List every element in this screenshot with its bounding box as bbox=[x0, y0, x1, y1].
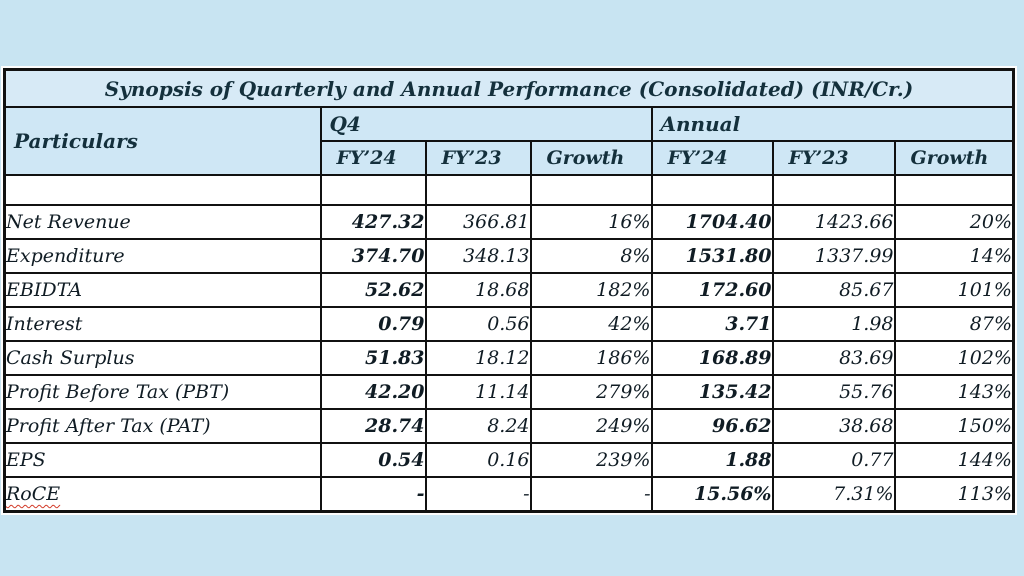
table-title-row: Synopsis of Quarterly and Annual Perform… bbox=[3, 68, 1015, 108]
cell-annual-growth: 20% bbox=[893, 204, 1015, 240]
row-label: EPS bbox=[3, 442, 322, 478]
cell-q4-fy24: 0.79 bbox=[319, 306, 427, 342]
column-header-annual-growth: Growth bbox=[893, 140, 1015, 176]
table-row-eps: EPS 0.54 0.16 239% 1.88 0.77 144% bbox=[3, 442, 1015, 478]
cell-q4-fy23: 11.14 bbox=[424, 374, 532, 410]
column-header-q4-fy23: FY’23 bbox=[424, 140, 532, 176]
cell-annual-fy24: 135.42 bbox=[650, 374, 774, 410]
cell-q4-fy24: 374.70 bbox=[319, 238, 427, 274]
row-label: Expenditure bbox=[3, 238, 322, 274]
cell-q4-fy24: 0.54 bbox=[319, 442, 427, 478]
cell-annual-fy23: 1423.66 bbox=[771, 204, 896, 240]
table-row-roce: RoCE - - - 15.56% 7.31% 113% bbox=[3, 476, 1015, 513]
row-label: RoCE bbox=[3, 476, 322, 513]
cell-q4-fy23: 18.12 bbox=[424, 340, 532, 376]
cell-q4-growth: 182% bbox=[529, 272, 653, 308]
cell-annual-fy24: 1.88 bbox=[650, 442, 774, 478]
table-row-ebidta: EBIDTA 52.62 18.68 182% 172.60 85.67 101… bbox=[3, 272, 1015, 308]
table-row-net-revenue: Net Revenue 427.32 366.81 16% 1704.40 14… bbox=[3, 204, 1015, 240]
cell-annual-fy24: 15.56% bbox=[650, 476, 774, 513]
cell-annual-fy23: 85.67 bbox=[771, 272, 896, 308]
cell-q4-growth: 42% bbox=[529, 306, 653, 342]
table-subheader-row: FY’24 FY’23 Growth FY’24 FY’23 Growth bbox=[5, 140, 1015, 176]
cell-annual-growth: 144% bbox=[893, 442, 1015, 478]
cell-q4-growth: 8% bbox=[529, 238, 653, 274]
column-header-annual-fy23: FY’23 bbox=[771, 140, 896, 176]
cell-annual-fy23: 83.69 bbox=[771, 340, 896, 376]
cell-q4-fy24: - bbox=[319, 476, 427, 513]
spacer-row bbox=[3, 174, 1015, 206]
row-label: Cash Surplus bbox=[3, 340, 322, 376]
cell-annual-fy23: 38.68 bbox=[771, 408, 896, 444]
cell-annual-fy24: 1531.80 bbox=[650, 238, 774, 274]
cell-q4-fy24: 28.74 bbox=[319, 408, 427, 444]
cell-q4-fy23: 8.24 bbox=[424, 408, 532, 444]
table-row-pbt: Profit Before Tax (PBT) 42.20 11.14 279%… bbox=[3, 374, 1015, 410]
cell-q4-fy23: 18.68 bbox=[424, 272, 532, 308]
cell-annual-fy23: 1337.99 bbox=[771, 238, 896, 274]
group-header-annual: Annual bbox=[650, 106, 1015, 142]
cell-annual-fy24: 172.60 bbox=[650, 272, 774, 308]
cell-annual-growth: 150% bbox=[893, 408, 1015, 444]
cell-q4-fy24: 51.83 bbox=[319, 340, 427, 376]
column-header-q4-fy24: FY’24 bbox=[319, 140, 427, 176]
cell-q4-fy24: 52.62 bbox=[319, 272, 427, 308]
cell-annual-fy23: 0.77 bbox=[771, 442, 896, 478]
column-header-q4-growth: Growth bbox=[529, 140, 653, 176]
column-header-particulars: Particulars bbox=[3, 106, 322, 176]
cell-annual-fy23: 7.31% bbox=[771, 476, 896, 513]
row-label: Net Revenue bbox=[3, 204, 322, 240]
table-row-cash-surplus: Cash Surplus 51.83 18.12 186% 168.89 83.… bbox=[3, 340, 1015, 376]
cell-annual-growth: 101% bbox=[893, 272, 1015, 308]
table-row-expenditure: Expenditure 374.70 348.13 8% 1531.80 133… bbox=[3, 238, 1015, 274]
cell-annual-fy24: 3.71 bbox=[650, 306, 774, 342]
table-title: Synopsis of Quarterly and Annual Perform… bbox=[3, 68, 1015, 108]
column-header-annual-fy24: FY’24 bbox=[650, 140, 774, 176]
cell-q4-fy23: 0.56 bbox=[424, 306, 532, 342]
cell-annual-fy24: 96.62 bbox=[650, 408, 774, 444]
cell-annual-growth: 113% bbox=[893, 476, 1015, 513]
cell-q4-fy23: 0.16 bbox=[424, 442, 532, 478]
cell-annual-growth: 102% bbox=[893, 340, 1015, 376]
row-label: Profit Before Tax (PBT) bbox=[3, 374, 322, 410]
cell-q4-growth: - bbox=[529, 476, 653, 513]
cell-annual-fy24: 1704.40 bbox=[650, 204, 774, 240]
cell-annual-growth: 14% bbox=[893, 238, 1015, 274]
cell-q4-growth: 239% bbox=[529, 442, 653, 478]
table-group-header-row: Particulars Q4 Annual bbox=[3, 106, 1015, 176]
cell-q4-fy24: 427.32 bbox=[319, 204, 427, 240]
roce-label-misspelled: RoCE bbox=[6, 483, 61, 505]
cell-annual-fy24: 168.89 bbox=[650, 340, 774, 376]
performance-table: Synopsis of Quarterly and Annual Perform… bbox=[3, 68, 1015, 513]
cell-q4-growth: 186% bbox=[529, 340, 653, 376]
cell-annual-fy23: 1.98 bbox=[771, 306, 896, 342]
row-label: Interest bbox=[3, 306, 322, 342]
cell-annual-growth: 143% bbox=[893, 374, 1015, 410]
cell-annual-fy23: 55.76 bbox=[771, 374, 896, 410]
cell-q4-fy23: 366.81 bbox=[424, 204, 532, 240]
cell-q4-growth: 249% bbox=[529, 408, 653, 444]
cell-annual-growth: 87% bbox=[893, 306, 1015, 342]
table-row-pat: Profit After Tax (PAT) 28.74 8.24 249% 9… bbox=[3, 408, 1015, 444]
group-header-q4: Q4 bbox=[319, 106, 653, 142]
cell-q4-fy23: - bbox=[424, 476, 532, 513]
cell-q4-growth: 279% bbox=[529, 374, 653, 410]
table-row-interest: Interest 0.79 0.56 42% 3.71 1.98 87% bbox=[3, 306, 1015, 342]
row-label: Profit After Tax (PAT) bbox=[3, 408, 322, 444]
cell-q4-fy23: 348.13 bbox=[424, 238, 532, 274]
row-label: EBIDTA bbox=[3, 272, 322, 308]
cell-q4-fy24: 42.20 bbox=[319, 374, 427, 410]
cell-q4-growth: 16% bbox=[529, 204, 653, 240]
